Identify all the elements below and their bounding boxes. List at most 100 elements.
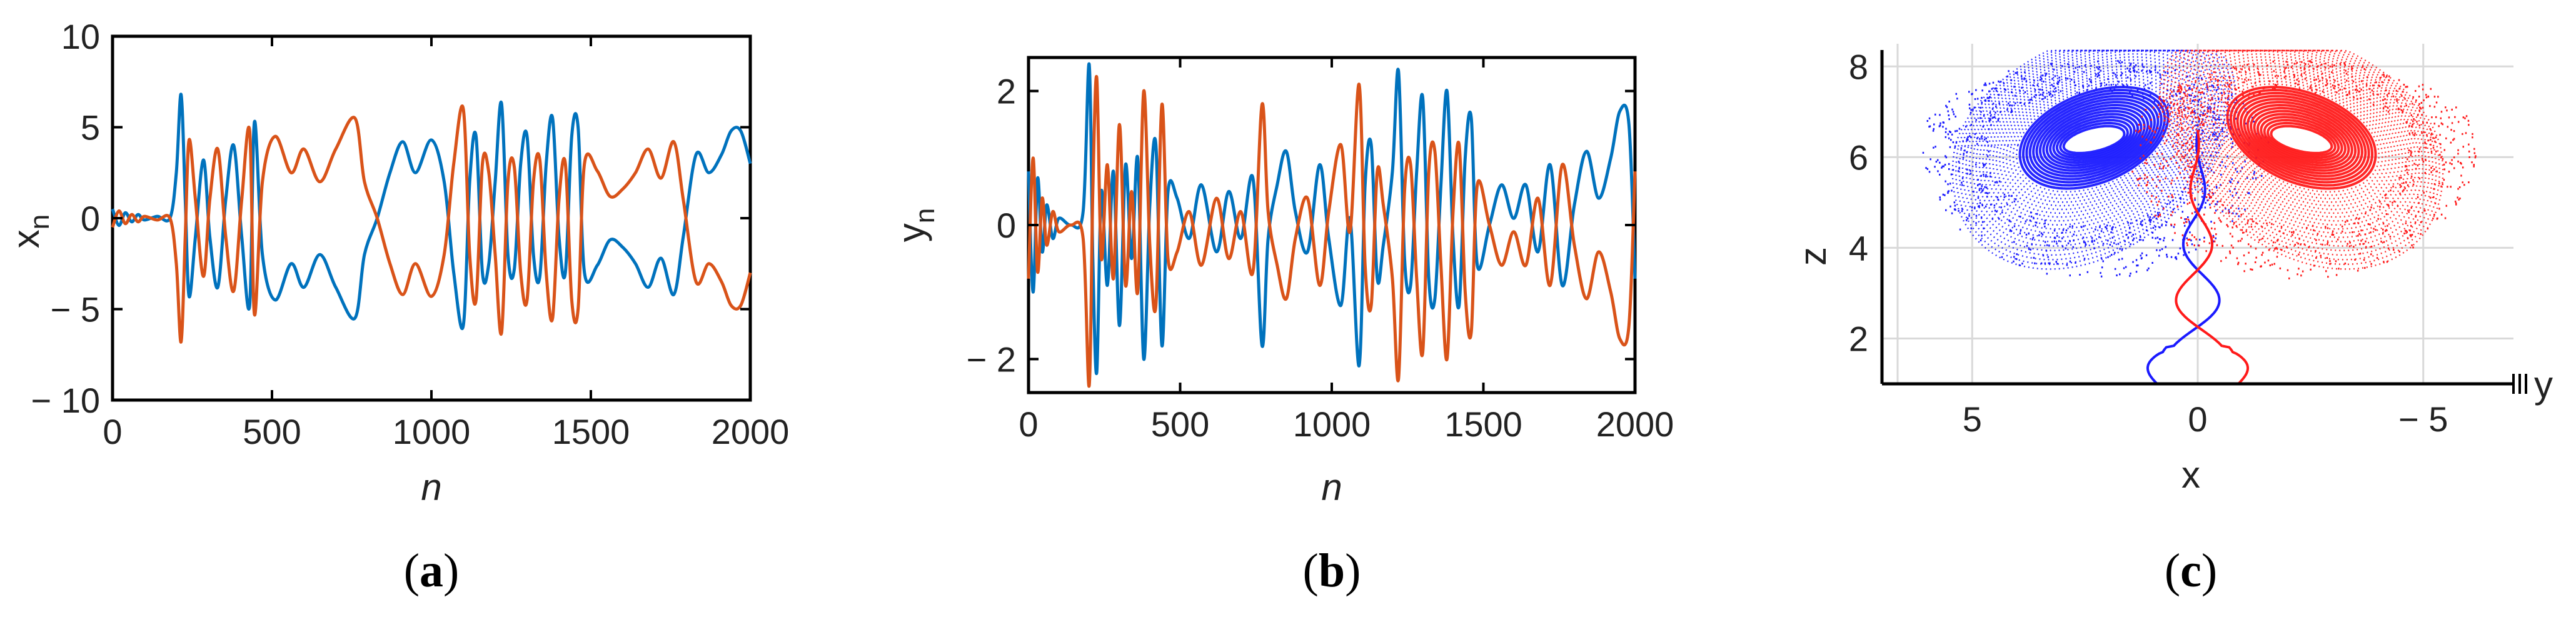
panel-c-lobe-1-orbit: [2022, 89, 2166, 187]
panel-c-x-axis-label: x: [2181, 454, 2200, 496]
panel-c-lobe-2-scatter: [2131, 60, 2477, 279]
panel-c-lobe-1-orbit: [2059, 121, 2129, 157]
panel-a-x-tick-label: 500: [243, 412, 301, 451]
panel-a-y-tick-label: 10: [61, 17, 100, 56]
panel-a-series-2-line: [111, 104, 752, 344]
panel-c-lobe-2-orbit: [2213, 74, 2390, 203]
panel-c-lobe-2-orbit: [2236, 94, 2367, 181]
panel-c-lobe-1-orbit: [1982, 53, 2206, 230]
panel-c-lobe-1-orbit: [1999, 68, 2190, 211]
panel-b-series: [1027, 63, 1637, 388]
panel-b-x-axis-label: n: [1321, 466, 1342, 508]
panel-b-series-1-line: [1027, 63, 1637, 376]
panel-c-lobe-1-orbit: [2062, 124, 2126, 154]
panel-c-transient-1: [2146, 129, 2221, 385]
panel-c-lobe-1-orbit: [2028, 94, 2160, 181]
panel-c-z-tick-label: 4: [1849, 228, 1868, 268]
panel-c-lobe-1-orbit: [2002, 71, 2186, 207]
svg-text:yn: yn: [890, 208, 940, 242]
panel-c-lobe-1-orbit: [1951, 49, 2236, 270]
panel-c: 5 0 − 5 8 6 4 2 x z y (c): [1792, 44, 2553, 597]
panel-c-lobe-2-orbit: [2159, 49, 2444, 270]
panel-c-lobe-1-orbit: [1965, 49, 2223, 251]
panel-c-z-tick-label: 8: [1849, 47, 1868, 86]
panel-b-y-ticks: 2 0 − 2: [967, 72, 1635, 379]
panel-c-lobe-2-orbit: [2260, 116, 2343, 162]
panel-c-lobe-1-orbit: [1992, 62, 2196, 218]
panel-c-lobe-2-orbit: [2270, 124, 2333, 154]
panel-c-lobe-2-orbit: [2263, 119, 2340, 159]
panel-c-lobe-1-orbit: [2055, 119, 2133, 159]
panel-c-lobe-2-orbit: [2206, 68, 2397, 211]
panel-c-lobe-2-orbit: [2223, 83, 2380, 193]
panel-a-x-ticks: 0 500 1000 1500 2000: [103, 36, 789, 451]
panel-c-lobe-1-orbit: [2018, 86, 2170, 190]
panel-c-z-tick-label: 2: [1849, 319, 1868, 358]
panel-c-lobe-1-orbit: [1985, 56, 2203, 226]
panel-c-lobe-1-scatter: [1922, 60, 2270, 278]
panel-b-series-2-line: [1027, 74, 1637, 388]
panel-c-lobe-2-orbit: [2243, 101, 2360, 175]
panel-a-y-tick-label: − 5: [51, 290, 100, 329]
panel-c-lobe-2: [2131, 49, 2477, 279]
panel-c-lobe-1-orbit: [2035, 101, 2153, 175]
panel-c-lobe-2-orbit: [2210, 71, 2393, 207]
panel-b-y-tick-label: − 2: [967, 339, 1016, 379]
panel-a-y-axis-label-main: x: [5, 229, 47, 248]
panel-c-lobe-2-orbit: [2226, 86, 2377, 190]
panel-c-transient: [2146, 129, 2250, 385]
panel-c-lobe-2-orbit: [2193, 56, 2410, 226]
panel-c-lobe-1-orbit: [2009, 77, 2179, 199]
panel-b: 20− 2 0 500 1000 1500 2000 n yn (b): [890, 56, 1674, 597]
panel-a-y-tick-label: − 10: [31, 381, 100, 420]
panel-c-lobe-1-orbit: [2012, 80, 2176, 196]
panel-a-x-axis-label: n: [421, 466, 441, 508]
panel-c-lobe-2-orbit: [2233, 91, 2370, 184]
panel-c-lobe-1-orbit: [1971, 49, 2216, 243]
panel-c-depth-axis-stub: [2512, 374, 2527, 394]
panel-c-lobe-1-orbit: [2032, 98, 2156, 178]
panel-b-x-tick-label: 1500: [1444, 404, 1522, 444]
panel-c-lobe-2-orbit: [2203, 65, 2400, 214]
panel-c-y-axis-label: y: [2534, 364, 2553, 406]
panel-a-x-tick-label: 0: [103, 412, 122, 451]
panel-c-lobe-2-orbit: [2246, 104, 2357, 172]
panel-c-transient-2: [2175, 129, 2250, 385]
panel-c-z-ticks: 8 6 4 2: [1849, 47, 1868, 358]
panel-c-lobe-2-orbit: [2186, 50, 2417, 234]
panel-c-x-ticks: 5 0 − 5: [1963, 399, 2448, 439]
panel-c-lobe-2-orbit: [2196, 59, 2407, 222]
panel-c-attractor: [1922, 49, 2477, 385]
panel-c-lobe-2-orbit: [2256, 113, 2347, 164]
panel-c-z-tick-label: 6: [1849, 138, 1868, 177]
panel-b-y-axis-label-main: y: [890, 223, 932, 242]
svg-text:xn: xn: [5, 214, 55, 248]
panel-a-x-tick-label: 1500: [552, 412, 630, 451]
panel-a-y-tick-label: 5: [81, 108, 100, 148]
panel-b-y-tick-label: 2: [997, 72, 1016, 111]
panel-c-z-axis-label: z: [1792, 247, 1834, 266]
panel-a-y-axis-label: xn: [5, 214, 55, 248]
panel-a-series: [111, 93, 752, 344]
panel-b-x-tick-label: 500: [1151, 404, 1209, 444]
panel-c-lobe-1-orbit: [1978, 50, 2210, 234]
panel-c-lobe-2-orbit: [2179, 49, 2424, 243]
panel-b-plot-frame: [1027, 56, 1637, 394]
panel-b-y-axis-label-sub: n: [910, 208, 940, 223]
panel-c-x-tick-label: 5: [1963, 399, 1982, 439]
panel-a-series-1-line: [111, 93, 752, 331]
panel-c-lobe-2-orbit: [2253, 109, 2350, 167]
panel-a-y-tick-label: 0: [81, 199, 100, 238]
panel-c-lobe-2-orbit: [2250, 106, 2353, 169]
panel-a-x-tick-label: 2000: [712, 412, 790, 451]
panel-c-x-tick-label: 0: [2188, 399, 2207, 439]
panel-b-x-tick-label: 0: [1019, 404, 1038, 444]
panel-b-y-tick-label: 0: [997, 206, 1016, 245]
panel-c-lobe-2-orbit: [2216, 77, 2387, 199]
panel-c-lobe-1-orbit: [2049, 113, 2140, 164]
panel-c-lobe-1-orbit: [2005, 74, 2183, 203]
panel-c-lobe-2-orbit: [2267, 121, 2337, 157]
panel-a-caption: (a): [404, 544, 460, 597]
panel-c-lobe-2-orbit: [2200, 62, 2403, 218]
